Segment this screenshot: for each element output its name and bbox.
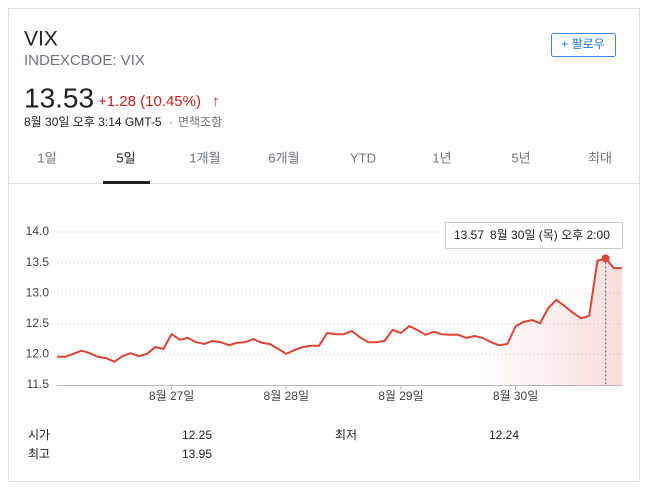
tab[interactable]: 5일 [116, 150, 135, 165]
tab[interactable]: 5년 [511, 150, 530, 165]
y-tick-label: 13.0 [26, 285, 50, 299]
follow-box[interactable] [551, 33, 616, 57]
x-tick-label: 8월 27일 [149, 389, 194, 403]
tab[interactable]: 6개월 [268, 150, 299, 165]
timestamp: 8월 30일 오후 3:14 GMT-5 [24, 115, 162, 129]
stat-value: 12.24 [489, 428, 519, 442]
stat-value: 12.25 [182, 428, 212, 442]
tab[interactable]: 1일 [37, 150, 56, 165]
follow-label[interactable]: + 팔로우 [561, 37, 604, 51]
follow-button[interactable]: + 팔로우 [551, 33, 616, 57]
tab[interactable]: 1개월 [189, 150, 220, 165]
x-tick-label: 8월 30일 [493, 389, 538, 403]
tooltip-label: 8월 30일 (목) 오후 2:00 [490, 228, 610, 242]
x-tick-label: 8월 29일 [378, 389, 423, 403]
stat-value: 13.95 [182, 447, 212, 461]
area [57, 258, 622, 385]
stat-label: 최저 [335, 428, 357, 442]
change: +1.28 (10.45%) [98, 93, 201, 110]
y-tick-label: 11.5 [27, 377, 50, 391]
y-tick-label: 14.0 [26, 224, 50, 238]
subtitle: INDEXCBOE: VIX [24, 52, 145, 69]
x-tick-label: 8월 28일 [264, 389, 309, 403]
y-tick-label: 12.5 [26, 316, 50, 330]
y-tick-label: 12.0 [26, 347, 50, 361]
stat-label: 시가 [28, 428, 50, 442]
separator: · [169, 115, 173, 129]
line [57, 257, 622, 363]
price: 13.53 [24, 82, 94, 113]
tab[interactable]: YTD [350, 150, 376, 165]
change-arrow: ↑ [212, 93, 220, 110]
tab[interactable]: 최대 [588, 150, 612, 165]
stat-label: 최고 [28, 447, 50, 461]
tab-underline [103, 181, 150, 184]
title: VIX [24, 28, 58, 51]
y-tick-label: 13.5 [26, 255, 50, 269]
disclaimer[interactable]: 면책조항 [178, 114, 222, 129]
tooltip-value: 13.57 [454, 228, 484, 242]
tab[interactable]: 1년 [432, 150, 451, 165]
hover-point [601, 254, 610, 263]
tooltip-box [445, 222, 623, 249]
